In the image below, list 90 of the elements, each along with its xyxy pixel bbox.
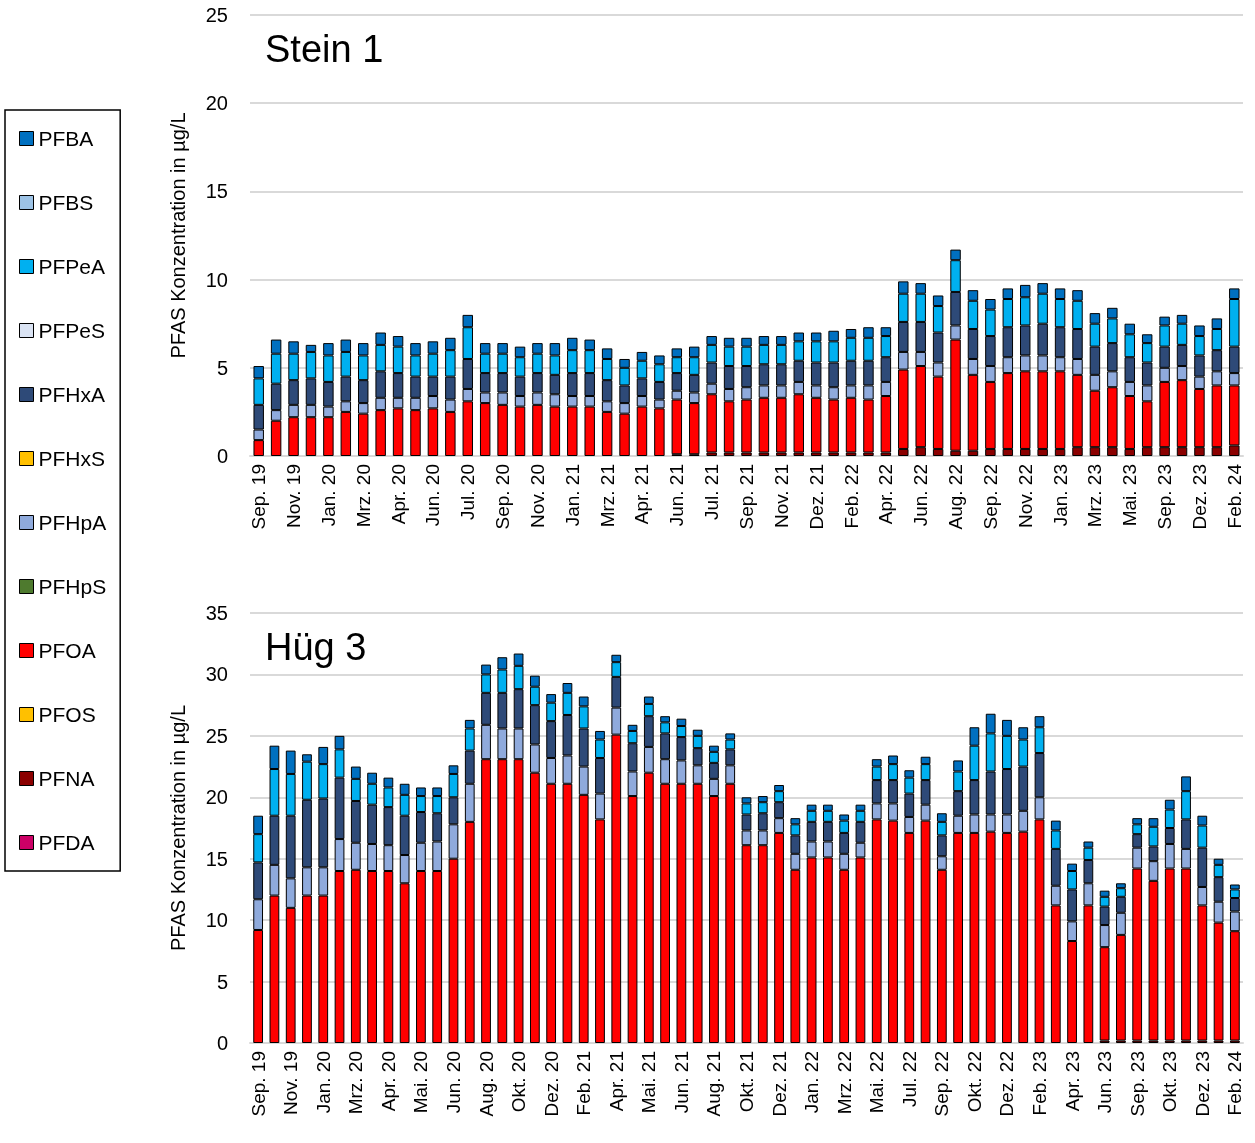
y-tick-label: 20 — [205, 92, 228, 115]
y-tick-label: 20 — [205, 786, 228, 809]
x-tick-label: Sep. 19 — [248, 464, 270, 530]
x-tick-label: Feb. 22 — [840, 464, 862, 529]
legend-label: PFHpS — [38, 575, 107, 598]
legend-label: PFHxA — [38, 383, 106, 406]
x-tick-label: Feb. 23 — [1029, 1051, 1051, 1116]
y-tick-label: 30 — [205, 663, 228, 686]
x-tick-label: Mai. 22 — [866, 1051, 888, 1114]
x-tick-label: Jun. 20 — [422, 464, 444, 527]
x-tick-label: Jan. 21 — [561, 464, 583, 527]
legend-label: PFBS — [38, 191, 94, 214]
x-tick-label: Apr. 21 — [605, 1051, 627, 1112]
x-tick-label: Apr. 22 — [875, 464, 897, 525]
x-tick-label: Feb. 21 — [573, 1051, 595, 1116]
legend-label: PFHpA — [38, 511, 107, 534]
y-axis-title: PFAS Konzentration in µg/L — [167, 112, 189, 359]
x-tick-label: Mai. 23 — [1119, 464, 1141, 527]
x-tick-label: Sep. 23 — [1154, 464, 1176, 530]
legend-label: PFNA — [38, 767, 95, 790]
x-tick-label: Aug. 21 — [703, 1051, 725, 1117]
x-tick-label: Dez. 21 — [768, 1051, 790, 1117]
x-tick-label: Jan. 20 — [312, 1051, 334, 1114]
y-tick-label: 35 — [205, 602, 228, 624]
x-tick-label: Sep. 22 — [979, 464, 1001, 530]
y-tick-label: 5 — [216, 970, 228, 993]
y-tick-label: 10 — [205, 909, 228, 932]
x-tick-label: Jun. 21 — [670, 1051, 692, 1114]
x-tick-label: Mrz. 22 — [833, 1051, 855, 1115]
y-axis-title: PFAS Konzentration in µg/L — [167, 704, 189, 952]
x-tick-label: Nov. 20 — [526, 464, 548, 529]
x-tick-label: Mai. 20 — [410, 1051, 432, 1114]
y-tick-label: 10 — [205, 268, 228, 291]
x-tick-label: Jul. 22 — [898, 1051, 920, 1107]
x-tick-label: Mrz. 23 — [1084, 464, 1106, 528]
x-tick-label: Feb. 24 — [1223, 463, 1245, 529]
chart-title: Hüg 3 — [265, 626, 367, 668]
x-tick-label: Dez. 23 — [1191, 1051, 1213, 1117]
y-tick-label: 5 — [216, 356, 228, 379]
legend-label: PFOS — [38, 703, 96, 726]
x-tick-label: Jan. 22 — [801, 1051, 823, 1114]
x-tick-label: Aug. 20 — [475, 1051, 497, 1117]
x-tick-label: Okt. 22 — [963, 1051, 985, 1113]
x-tick-label: Apr. 23 — [1061, 1051, 1083, 1112]
x-tick-label: Sep. 20 — [492, 464, 514, 530]
x-tick-label: Jun. 23 — [1094, 1051, 1116, 1114]
x-tick-label: Mai. 21 — [638, 1051, 660, 1114]
x-tick-label: Dez. 22 — [996, 1051, 1018, 1117]
legend-label: PFDA — [38, 831, 95, 854]
x-tick-label: Jul. 20 — [457, 464, 479, 520]
x-tick-label: Mrz. 20 — [352, 464, 374, 528]
x-tick-label: Nov. 22 — [1014, 464, 1036, 529]
y-tick-label: 0 — [216, 445, 228, 467]
x-tick-label: Nov. 19 — [280, 1051, 302, 1116]
x-tick-label: Jun. 20 — [442, 1051, 464, 1114]
x-tick-label: Mrz. 21 — [596, 464, 618, 528]
x-tick-label: Dez. 21 — [805, 464, 827, 530]
legend-label: PFHxS — [38, 447, 106, 470]
legend-label: PFOA — [38, 639, 96, 662]
y-tick-label: 25 — [205, 724, 228, 747]
x-tick-label: Jun. 22 — [910, 464, 932, 527]
x-tick-label: Dez. 23 — [1188, 464, 1210, 530]
y-tick-label: 0 — [216, 1032, 228, 1054]
y-tick-label: 25 — [205, 4, 228, 26]
x-tick-label: Jan. 20 — [317, 464, 339, 527]
y-tick-label: 15 — [205, 180, 228, 203]
x-tick-label: Aug. 22 — [945, 464, 967, 530]
x-tick-label: Okt. 21 — [736, 1051, 757, 1113]
x-tick-label: Jul. 21 — [701, 464, 723, 520]
x-tick-label: Sep. 21 — [736, 464, 757, 530]
x-tick-label: Apr. 20 — [387, 464, 409, 525]
chart-title: Stein 1 — [265, 28, 384, 70]
y-tick-label: 15 — [205, 847, 228, 870]
x-tick-label: Okt. 20 — [508, 1051, 530, 1113]
x-tick-label: Apr. 20 — [377, 1051, 399, 1112]
x-tick-label: Apr. 21 — [631, 464, 653, 525]
x-tick-label: Nov. 19 — [283, 464, 305, 529]
legend-label: PFPeA — [38, 255, 106, 278]
x-tick-label: Nov. 21 — [770, 464, 792, 529]
x-tick-label: Sep. 19 — [247, 1051, 269, 1117]
x-tick-label: Feb. 24 — [1224, 1050, 1246, 1116]
x-tick-label: Dez. 20 — [540, 1051, 562, 1117]
legend-label: PFPeS — [38, 319, 106, 342]
x-tick-label: Mrz. 20 — [345, 1051, 367, 1115]
x-tick-label: Okt. 23 — [1159, 1051, 1181, 1113]
x-tick-label: Sep. 23 — [1126, 1051, 1148, 1117]
legend-label: PFBA — [38, 127, 94, 150]
x-tick-label: Jan. 23 — [1049, 464, 1071, 527]
x-tick-label: Sep. 22 — [931, 1051, 953, 1117]
x-tick-label: Jun. 21 — [666, 464, 688, 527]
